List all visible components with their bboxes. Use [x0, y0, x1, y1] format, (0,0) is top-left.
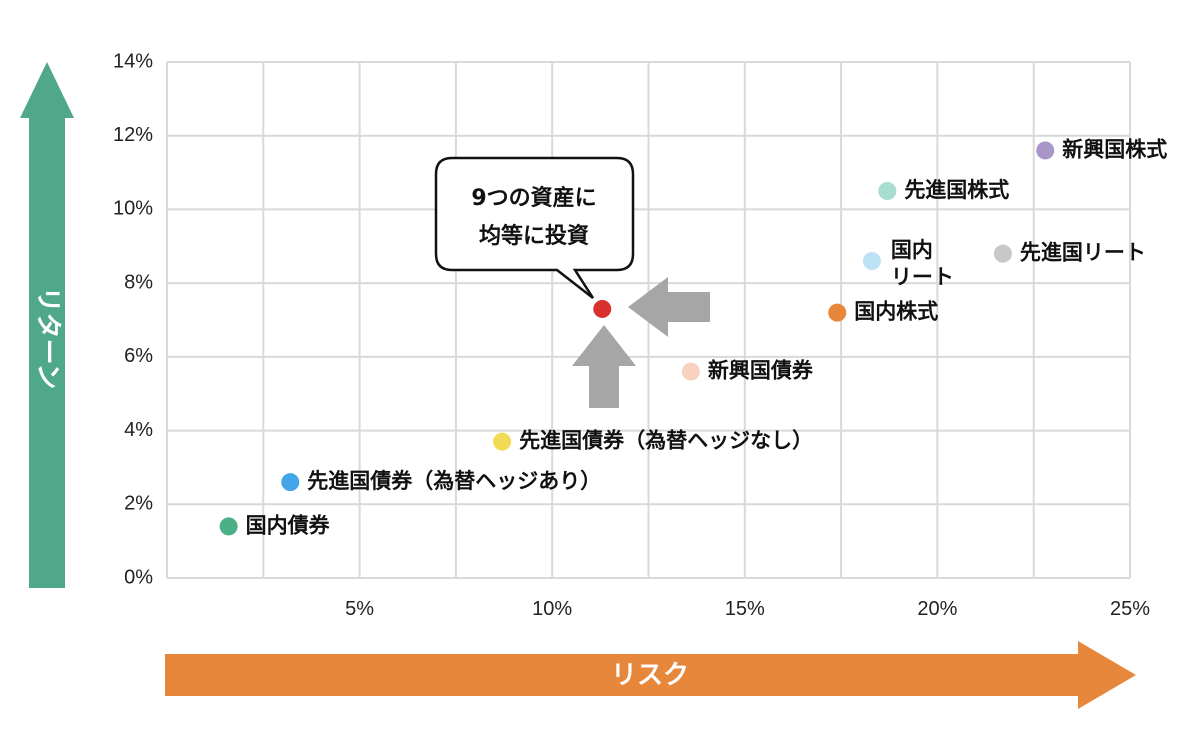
y-tick-label: 6% — [124, 345, 153, 367]
y-tick-label: 10% — [113, 198, 153, 220]
data-point — [862, 252, 881, 271]
x-tick-label: 5% — [345, 598, 374, 620]
data-point-label: 先進国債券（為替ヘッジあり） — [307, 469, 601, 493]
data-point-label: 先進国リート — [1020, 241, 1146, 265]
x-axis-arrow: リスク — [165, 641, 1136, 709]
data-point-label: 新興国債券 — [708, 359, 814, 383]
y-tick-label: 2% — [124, 493, 153, 515]
x-tick-label: 20% — [917, 598, 957, 620]
highlight-point — [593, 299, 612, 318]
x-tick-label: 10% — [532, 598, 572, 620]
x-axis-title: リスク — [611, 661, 689, 691]
x-tick-label: 15% — [725, 598, 765, 620]
pointer-arrow-up — [572, 325, 636, 408]
data-point — [828, 303, 847, 322]
y-tick-label: 12% — [113, 124, 153, 146]
callout-bubble: 9つの資産に 均等に投資 — [434, 156, 635, 299]
data-point-label: 先進国債券（為替ヘッジなし） — [519, 429, 813, 453]
y-axis-title: リターン — [33, 287, 63, 390]
data-point — [281, 473, 300, 492]
data-point-label: 先進国株式 — [904, 178, 1009, 202]
callout-line-1: 9つの資産に — [471, 185, 596, 211]
y-tick-label: 8% — [124, 271, 153, 293]
y-axis-ticks: 0% 2% 4% 6% 8% 10% 12% 14% — [113, 50, 153, 588]
x-tick-label: 25% — [1110, 598, 1150, 620]
data-points: 国内債券 先進国債券（為替ヘッジあり） 先進国債券（為替ヘッジなし） 新興国債券 国内株… — [219, 137, 1167, 537]
pointer-arrow-left — [628, 277, 710, 337]
y-axis-arrow: リターン — [20, 62, 74, 588]
data-point — [993, 244, 1012, 263]
y-tick-label: 4% — [124, 419, 153, 441]
y-tick-label: 14% — [113, 50, 153, 72]
x-axis-ticks: 5% 10% 15% 20% 25% — [345, 598, 1150, 620]
data-point — [493, 432, 512, 451]
data-point-label: 新興国株式 — [1062, 137, 1167, 161]
pointer-arrows — [572, 277, 710, 408]
data-point — [219, 517, 238, 536]
callout-line-2: 均等に投資 — [479, 223, 589, 249]
y-tick-label: 0% — [124, 566, 153, 588]
data-point — [681, 362, 700, 381]
data-point-label: 国内リート — [891, 238, 954, 289]
data-point-label: 国内債券 — [246, 513, 331, 537]
data-point-label: 国内株式 — [854, 300, 938, 324]
data-point — [878, 182, 897, 200]
data-point — [1036, 141, 1055, 160]
